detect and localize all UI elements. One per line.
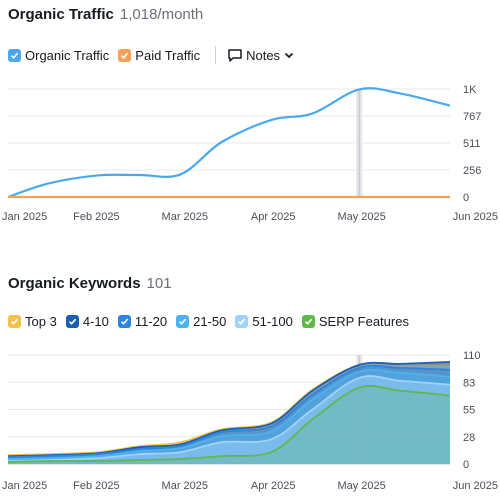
area-series-51-100 (7, 375, 451, 462)
traffic-legend: Organic Traffic Paid Traffic Notes (8, 46, 294, 64)
legend-label: 11-20 (134, 314, 168, 329)
organic-traffic-chart: 0 256 511 767 1K Jan 2025 Feb 2025 Mar 2025 Apr … (2, 84, 498, 223)
legend-4-10[interactable]: 4-10 (65, 314, 109, 329)
check-icon (238, 318, 246, 325)
legend-label: SERP Features (318, 314, 409, 329)
x-tick-label: Jun 2025 (453, 480, 498, 492)
legend-checkbox[interactable] (65, 315, 79, 328)
line-series-organic-traffic (7, 87, 451, 199)
area-series-serp-features-fill (8, 385, 450, 464)
checkbox-paid-traffic[interactable] (118, 48, 132, 62)
legend-checkbox[interactable] (117, 315, 131, 328)
x-tick-label: Apr 2025 (251, 211, 296, 223)
legend-21-50[interactable]: 21-50 (176, 314, 226, 329)
y-tick-label: 1K (463, 84, 477, 96)
x-tick-label: Jan 2025 (2, 480, 47, 492)
note-icon (228, 48, 242, 62)
area-series-serp-features (7, 385, 451, 463)
x-tick-label: Apr 2025 (251, 480, 296, 492)
legend-51-100[interactable]: 51-100 (235, 314, 293, 329)
y-tick-label: 55 (463, 405, 475, 417)
y-tick-label: 767 (463, 111, 481, 123)
legend-label: 51-100 (252, 314, 293, 329)
y-tick-label: 0 (463, 459, 469, 471)
legend-checkbox[interactable] (301, 315, 315, 328)
y-tick-label: 511 (463, 138, 481, 150)
legend-checkbox[interactable] (8, 315, 21, 328)
x-tick-label: May 2025 (337, 211, 385, 223)
legend-label: 21-50 (193, 314, 227, 329)
legend-paid-traffic[interactable]: Paid Traffic (118, 48, 200, 63)
check-icon (304, 318, 313, 325)
keywords-legend: Top 3 4-10 11-20 21-50 51-100 SERP Features (8, 314, 418, 329)
chevron-down-icon (284, 52, 294, 58)
organic-traffic-header: Organic Traffic 1,018/month (8, 6, 203, 23)
organic-traffic-value: 1,018/month (119, 6, 204, 23)
check-icon (179, 318, 187, 325)
legend-11-20[interactable]: 11-20 (117, 314, 168, 329)
check-icon (10, 318, 19, 325)
y-tick-label: 256 (463, 165, 481, 177)
y-tick-label: 83 (463, 377, 475, 389)
x-tick-label: Feb 2025 (73, 480, 119, 492)
check-icon (121, 52, 129, 59)
area-series-11-20 (7, 364, 451, 458)
legend-checkbox[interactable] (176, 315, 190, 328)
x-tick-label: May 2025 (337, 480, 385, 492)
x-tick-label: Jun 2025 (453, 211, 498, 223)
y-tick-label: 0 (463, 192, 469, 204)
legend-label: 4-10 (82, 314, 109, 329)
x-tick-label: Mar 2025 (162, 480, 208, 492)
y-tick-label: 28 (463, 432, 475, 444)
check-icon (68, 318, 77, 325)
legend-organic-traffic[interactable]: Organic Traffic (8, 48, 109, 63)
legend-serp-features[interactable]: SERP Features (301, 314, 409, 329)
area-series-21-50 (7, 369, 451, 460)
x-tick-label: Mar 2025 (162, 211, 208, 223)
checkbox-organic-traffic[interactable] (8, 48, 21, 62)
legend-label: Organic Traffic (25, 47, 110, 63)
check-icon (120, 318, 129, 325)
organic-traffic-title: Organic Traffic (8, 6, 114, 23)
organic-keywords-title: Organic Keywords (8, 275, 141, 292)
notes-dropdown[interactable]: Notes (215, 46, 294, 64)
x-tick-label: Feb 2025 (73, 211, 119, 223)
notes-label: Notes (246, 47, 281, 63)
organic-keywords-header: Organic Keywords 101 (8, 275, 172, 292)
legend-label: Paid Traffic (135, 47, 201, 63)
x-tick-label: Jan 2025 (2, 211, 47, 223)
y-tick-label: 110 (463, 350, 481, 362)
organic-keywords-value: 101 (146, 275, 172, 292)
check-icon (10, 52, 19, 59)
legend-label: Top 3 (25, 314, 57, 329)
legend-top-3[interactable]: Top 3 (8, 314, 57, 329)
legend-checkbox[interactable] (235, 315, 249, 328)
organic-keywords-chart: 0 28 55 83 110 Jan 2025 Feb 2025 Mar 2025 Apr 20… (2, 350, 498, 492)
